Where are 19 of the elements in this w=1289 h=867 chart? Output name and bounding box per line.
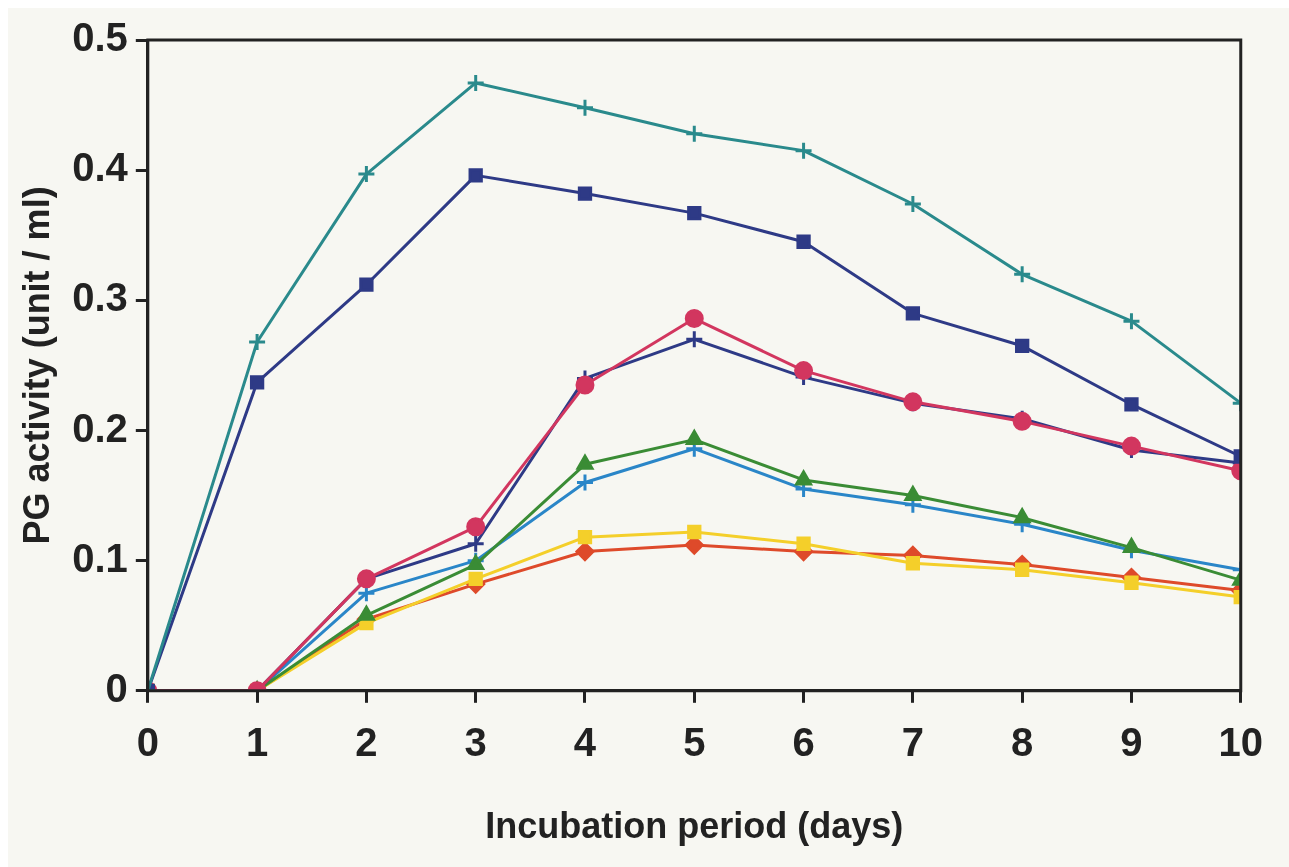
y-tick-label: 0	[105, 665, 128, 710]
y-tick-label: 0.3	[72, 275, 128, 320]
x-tick-label: 10	[1218, 719, 1263, 764]
x-tick-label: 3	[464, 719, 487, 764]
x-tick-label: 1	[245, 719, 269, 764]
y-tick-label: 0.5	[72, 15, 128, 60]
x-tick-label: 5	[683, 719, 706, 764]
y-axis-title: PG activity (unit / ml)	[15, 186, 57, 545]
x-tick-label: 2	[355, 719, 378, 764]
x-tick-label: 7	[901, 719, 924, 764]
x-tick-label: 9	[1120, 719, 1143, 764]
y-tick-label: 0.4	[72, 145, 129, 190]
x-tick-label: 6	[792, 719, 815, 764]
y-tick-label: 0.2	[72, 405, 128, 450]
x-tick-label: 8	[1011, 719, 1034, 764]
x-tick-label: 4	[573, 719, 597, 764]
x-tick-label: 0	[136, 719, 159, 764]
x-axis-title: Incubation period (days)	[485, 805, 904, 847]
y-tick-label: 0.1	[72, 535, 128, 580]
